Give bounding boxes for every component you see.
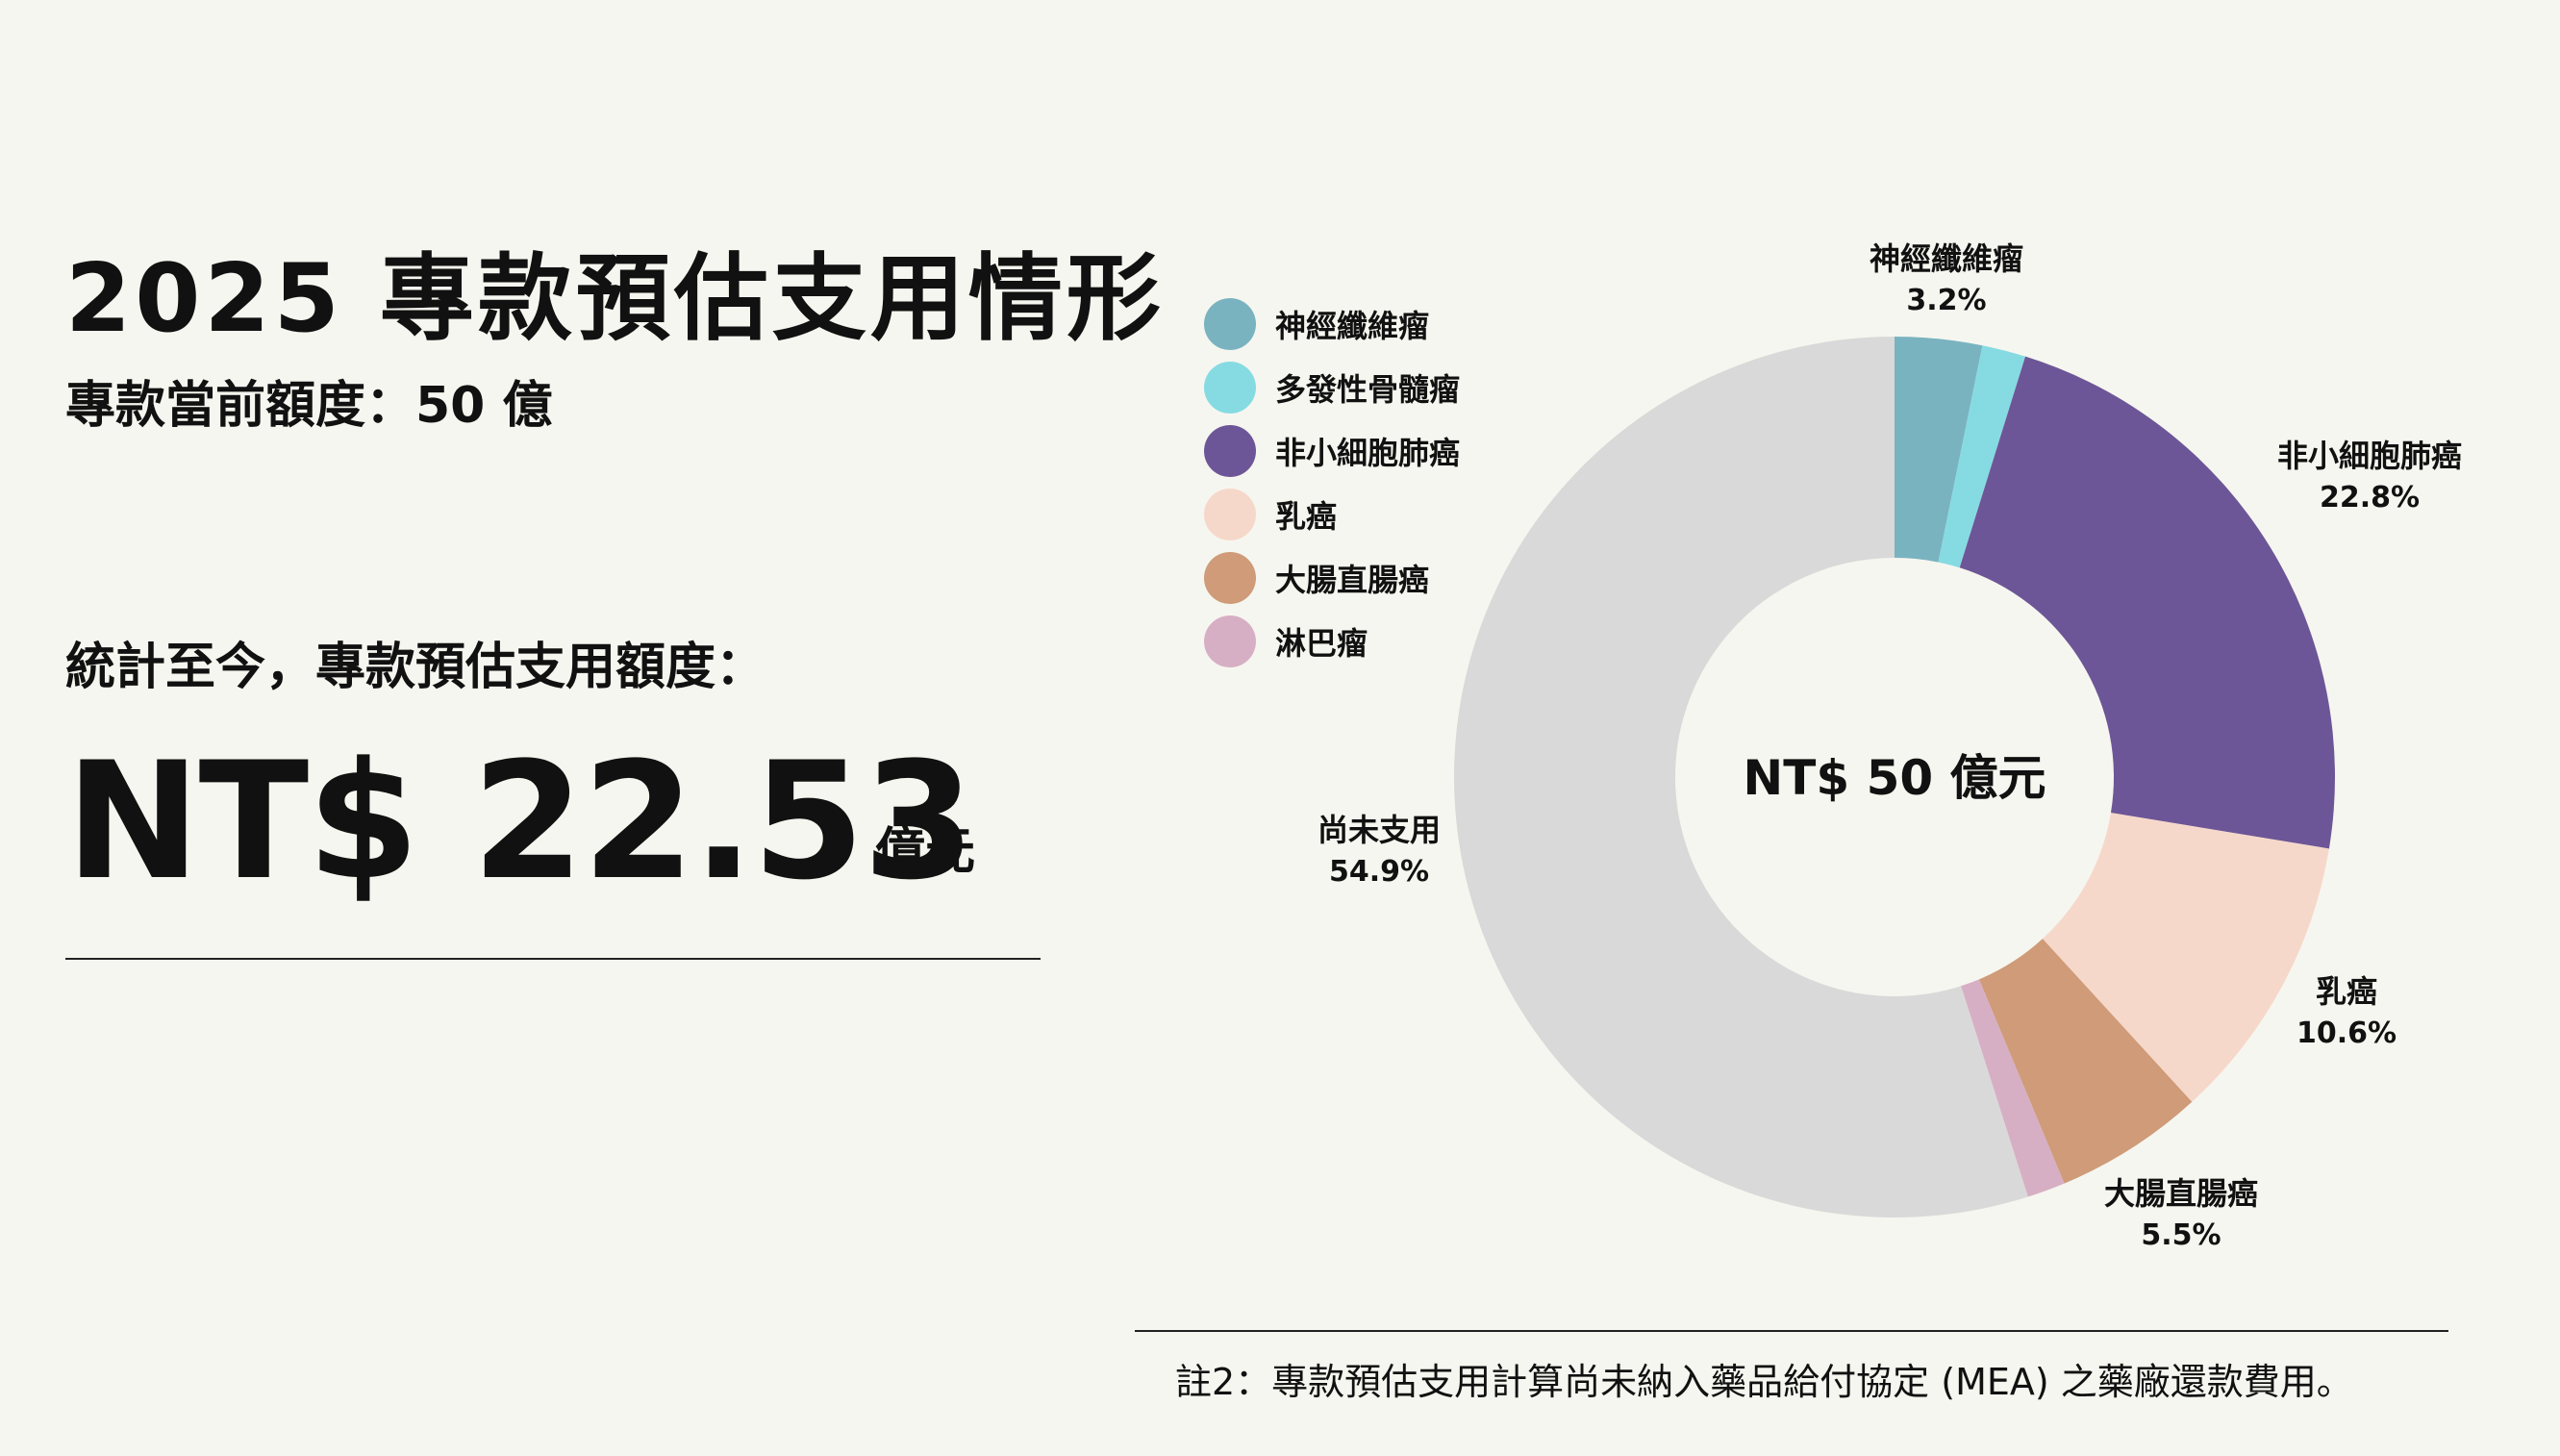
footnote-divider <box>1135 1330 2448 1332</box>
stat-unit: 億元 <box>875 823 976 881</box>
pie-slice <box>1453 337 2028 1218</box>
legend-swatch <box>1204 362 1256 414</box>
slice-label: 神經纖維瘤 <box>1870 240 2023 277</box>
stat-label: 統計至今，專款預估支用額度： <box>65 639 766 696</box>
legend-item: 乳癌 <box>1204 483 1460 546</box>
footnote: 註2：專款預估支用計算尚未納入藥品給付協定 (MEA) 之藥廠還款費用。 <box>1175 1361 2353 1403</box>
slice-value-label: 10.6% <box>2296 1017 2397 1050</box>
slice-label: 大腸直腸癌 <box>2104 1175 2258 1212</box>
divider <box>65 958 1041 960</box>
legend-swatch <box>1204 425 1256 477</box>
legend-label: 淋巴瘤 <box>1275 625 1368 662</box>
legend-item: 大腸直腸癌 <box>1204 546 1460 610</box>
pie-slice <box>1978 939 2193 1184</box>
legend-label: 神經纖維瘤 <box>1275 308 1430 344</box>
pie-slice <box>1895 337 1983 563</box>
legend-label: 乳癌 <box>1275 498 1338 535</box>
legend-swatch <box>1204 298 1256 350</box>
stat-value: NT$ 22.53 <box>65 727 975 916</box>
legend-label: 多發性骨髓瘤 <box>1275 371 1461 408</box>
slice-value-label: 3.2% <box>1906 284 1986 317</box>
budget-subtitle: 專款當前額度：50 億 <box>65 377 553 435</box>
legend-label: 非小細胞肺癌 <box>1275 435 1461 471</box>
donut-center-label: NT$ 50 億元 <box>1743 750 2045 806</box>
legend-swatch <box>1204 489 1256 540</box>
page-title: 2025 專款預估支用情形 <box>65 244 1165 354</box>
legend-swatch <box>1204 615 1256 667</box>
pie-slice <box>1938 345 2026 568</box>
slice-label: 尚未支用 <box>1318 812 1441 848</box>
pie-slice <box>2042 813 2329 1102</box>
chart-legend: 神經纖維瘤 多發性骨髓瘤 非小細胞肺癌 乳癌 大腸直腸癌 淋巴瘤 <box>1204 292 1460 673</box>
slice-value-label: 22.8% <box>2320 481 2420 515</box>
slice-label: 乳癌 <box>2316 973 2377 1010</box>
pie-slice <box>1961 979 2065 1197</box>
legend-item: 淋巴瘤 <box>1204 610 1460 673</box>
slice-value-label: 5.5% <box>2141 1218 2221 1252</box>
legend-item: 非小細胞肺癌 <box>1204 419 1460 483</box>
slice-value-label: 54.9% <box>1329 855 1429 889</box>
slice-label: 非小細胞肺癌 <box>2277 438 2462 474</box>
legend-swatch <box>1204 552 1256 604</box>
legend-label: 大腸直腸癌 <box>1275 562 1430 598</box>
legend-item: 多發性骨髓瘤 <box>1204 356 1460 419</box>
pie-slice <box>1959 356 2335 849</box>
legend-item: 神經纖維瘤 <box>1204 292 1460 356</box>
